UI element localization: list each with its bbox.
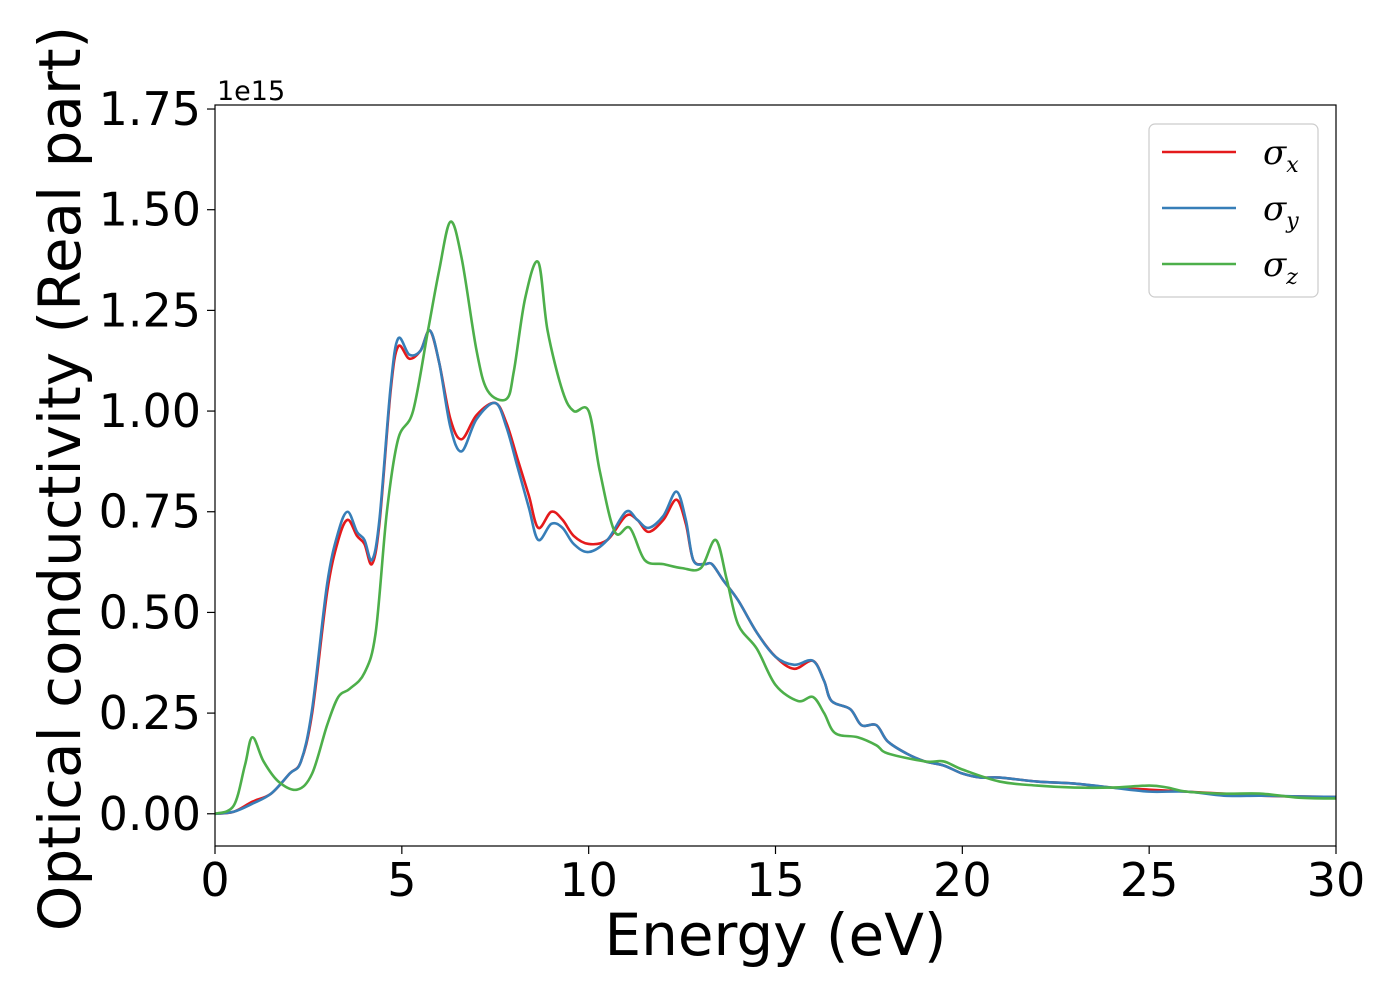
legend-box: [1148, 123, 1319, 298]
x-tick-label: 20: [933, 853, 992, 907]
legend-label-y: σy: [1263, 189, 1299, 234]
y-tick-label: 0.50: [99, 585, 201, 639]
y-tick-label: 1.75: [99, 82, 201, 136]
plot-lines: [215, 220, 1336, 816]
series-line-y: [215, 329, 1336, 816]
x-tick-label: 25: [1120, 853, 1179, 907]
series-line-x: [215, 329, 1336, 816]
x-tick-label: 10: [559, 853, 618, 907]
y-axis-label: Optical conductivity (Real part): [26, 26, 94, 931]
y-tick-label: 0.75: [99, 485, 201, 539]
legend: σx σy σz: [1148, 123, 1319, 298]
legend-label-x: σx: [1263, 133, 1299, 178]
x-tick-label: 5: [387, 853, 416, 907]
y-tick-label: 1.00: [99, 384, 201, 438]
x-axis-ticks: 0 5 10 15 20 25 30: [200, 846, 1365, 907]
y-tick-label: 1.25: [99, 283, 201, 337]
y-tick-label: 1.50: [99, 183, 201, 237]
y-axis-offset-text: 1e15: [217, 76, 285, 107]
x-tick-label: 30: [1307, 853, 1366, 907]
y-axis-ticks: 0.00 0.25 0.50 0.75 1.00 1.25 1.50 1.75: [99, 82, 215, 841]
y-tick-label: 0.00: [99, 787, 201, 841]
series-line-z: [215, 220, 1336, 816]
legend-label-z: σz: [1263, 245, 1298, 290]
x-tick-label: 15: [746, 853, 805, 907]
x-tick-label: 0: [200, 853, 229, 907]
x-axis-label: Energy (eV): [604, 901, 946, 969]
y-tick-label: 0.25: [99, 686, 201, 740]
